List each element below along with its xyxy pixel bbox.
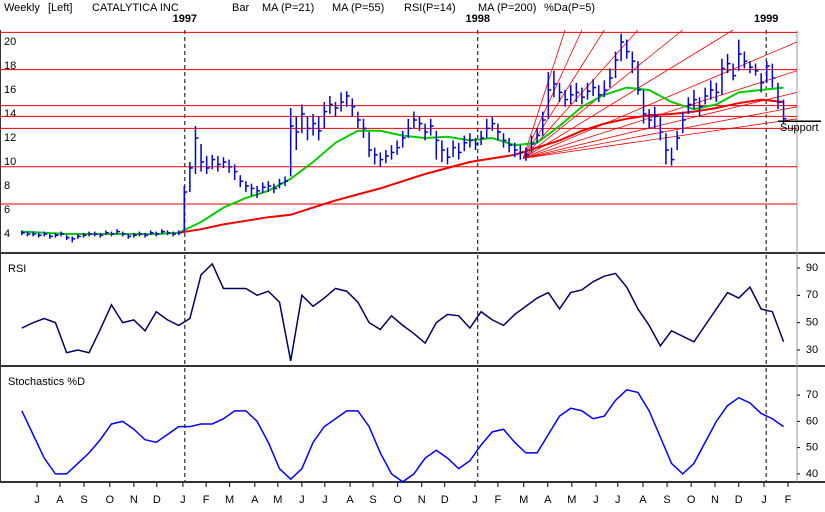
fan-line [522, 41, 798, 159]
y-tick-label: 14 [4, 108, 16, 120]
y-tick-label: 16 [4, 84, 16, 96]
x-tick-label: A [544, 494, 552, 506]
y-tick-label: 60 [806, 415, 818, 427]
x-tick-label: S [80, 494, 87, 506]
y-tick-label: 70 [806, 289, 818, 301]
y-tick-label: 6 [4, 204, 10, 216]
y-tick-label: 18 [4, 60, 16, 72]
x-tick-label: A [56, 494, 64, 506]
y-tick-label: 4 [4, 228, 10, 240]
x-tick-label: O [393, 494, 402, 506]
panel-title: RSI [8, 263, 26, 275]
x-tick-label: M [273, 494, 282, 506]
y-tick-label: 10 [4, 156, 16, 168]
x-tick-label: J [761, 494, 767, 506]
x-tick-label: N [418, 494, 426, 506]
year-label: 1999 [754, 13, 778, 25]
header-label: MA (P=55) [332, 2, 384, 14]
header-label: Bar [232, 2, 249, 14]
x-tick-label: S [369, 494, 376, 506]
x-tick-label: D [441, 494, 449, 506]
y-tick-label: 12 [4, 132, 16, 144]
x-tick-label: J [322, 494, 328, 506]
x-tick-label: M [567, 494, 576, 506]
y-tick-label: 40 [806, 468, 818, 480]
x-tick-label: A [346, 494, 354, 506]
panel-title: Stochastics %D [8, 376, 85, 388]
x-tick-label: O [687, 494, 696, 506]
indicator-line [21, 262, 785, 362]
header-label: RSI(P=14) [404, 2, 456, 14]
indicator-line [21, 388, 784, 483]
x-tick-label: J [299, 494, 305, 506]
support-label: Support [780, 122, 819, 134]
x-tick-label: N [130, 494, 138, 506]
header-label: MA (P=200) [478, 2, 536, 14]
year-label: 1998 [466, 13, 490, 25]
x-tick-label: F [785, 494, 792, 506]
fan-line [522, 29, 639, 159]
y-tick-label: 90 [806, 262, 818, 274]
x-tick-label: S [663, 494, 670, 506]
fan-line [522, 29, 683, 159]
x-tick-label: D [153, 494, 161, 506]
header-label: Weekly [4, 2, 40, 14]
x-tick-label: M [519, 494, 528, 506]
fan-line [522, 29, 583, 159]
x-tick-label: A [251, 494, 259, 506]
header-label: MA (P=21) [262, 2, 314, 14]
x-tick-label: J [593, 494, 599, 506]
x-tick-label: O [105, 494, 114, 506]
fan-line [522, 29, 734, 159]
x-tick-label: D [735, 494, 743, 506]
y-tick-label: 50 [806, 317, 818, 329]
header-label: [Left] [48, 2, 72, 14]
header-label: %Da(P=5) [544, 2, 595, 14]
x-tick-label: M [225, 494, 234, 506]
y-tick-label: 70 [806, 389, 818, 401]
x-tick-label: J [472, 494, 478, 506]
fan-line [522, 29, 566, 159]
y-tick-label: 30 [806, 344, 818, 356]
x-tick-label: F [203, 494, 210, 506]
year-label: 1997 [173, 13, 197, 25]
x-tick-label: J [34, 494, 40, 506]
x-tick-label: J [180, 494, 186, 506]
y-tick-label: 50 [806, 442, 818, 454]
x-tick-label: A [639, 494, 647, 506]
x-tick-label: N [711, 494, 719, 506]
y-tick-label: 8 [4, 180, 10, 192]
header-label: CATALYTICA INC [92, 2, 179, 14]
x-tick-label: F [495, 494, 502, 506]
x-tick-label: J [615, 494, 621, 506]
y-tick-label: 20 [4, 36, 16, 48]
